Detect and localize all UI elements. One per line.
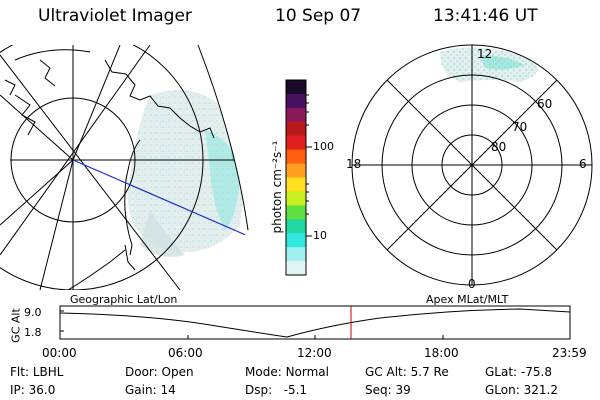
timeline-xtick-2359: 23:59 <box>552 346 587 360</box>
colorbar-band <box>286 191 306 206</box>
colorbar-band <box>286 93 306 109</box>
info-ip: IP: 36.0 <box>10 383 56 397</box>
date-label: 10 Sep 07 <box>275 6 362 26</box>
colorbar-tick-100: 100 <box>313 140 334 153</box>
info-flt: Flt: LBHL <box>10 365 64 379</box>
mlt-label-12: 12 <box>477 47 493 61</box>
time-label: 13:41:46 UT <box>433 6 538 26</box>
timeline-xtick-0000: 00:00 <box>42 346 77 360</box>
instrument-title: Ultraviolet Imager <box>38 6 192 26</box>
colorbar-band <box>286 205 306 220</box>
colorbar-band <box>286 261 306 276</box>
colorbar-band <box>286 121 306 137</box>
colorbar-band <box>286 163 306 179</box>
colorbar-band <box>286 177 306 193</box>
mlat-label-60: 60 <box>537 97 553 111</box>
timeline-xtick-1800: 18:00 <box>424 346 459 360</box>
mlt-label-18: 18 <box>346 157 362 171</box>
mlt-label-0: 0 <box>468 277 476 291</box>
info-seq: Seq: 39 <box>365 383 411 397</box>
colorbar-band <box>286 149 306 165</box>
timeline-ytick-top: 9.0 <box>24 306 42 319</box>
info-glon: GLon: 321.2 <box>485 383 558 397</box>
timeline-ytick-bottom: 1.8 <box>24 326 42 339</box>
info-gc-alt: GC Alt: 5.7 Re <box>365 365 449 379</box>
colorbar-band <box>286 219 306 234</box>
mlat-label-80: 80 <box>491 140 507 154</box>
mlt-label-6: 6 <box>579 157 587 171</box>
colorbar-tick-10: 10 <box>313 229 327 242</box>
colorbar-band <box>286 135 306 151</box>
timeline-xtick-1200: 12:00 <box>297 346 332 360</box>
colorbar-band <box>286 233 306 248</box>
info-door: Door: Open <box>125 365 194 379</box>
timeline-xtick-0600: 06:00 <box>168 346 203 360</box>
mlat-label-70: 70 <box>512 120 528 134</box>
timeline-right-caption: Apex MLat/MLT <box>426 293 509 306</box>
colorbar-band <box>286 247 306 262</box>
info-gain: Gain: 14 <box>125 383 176 397</box>
info-dsp: Dsp: -5.1 <box>245 383 308 397</box>
colorbar-band <box>286 107 306 123</box>
info-glat: GLat: -75.8 <box>485 365 552 379</box>
colorbar-band <box>286 80 306 95</box>
info-mode: Mode: Normal <box>245 365 329 379</box>
timeline-left-caption: Geographic Lat/Lon <box>70 293 178 306</box>
